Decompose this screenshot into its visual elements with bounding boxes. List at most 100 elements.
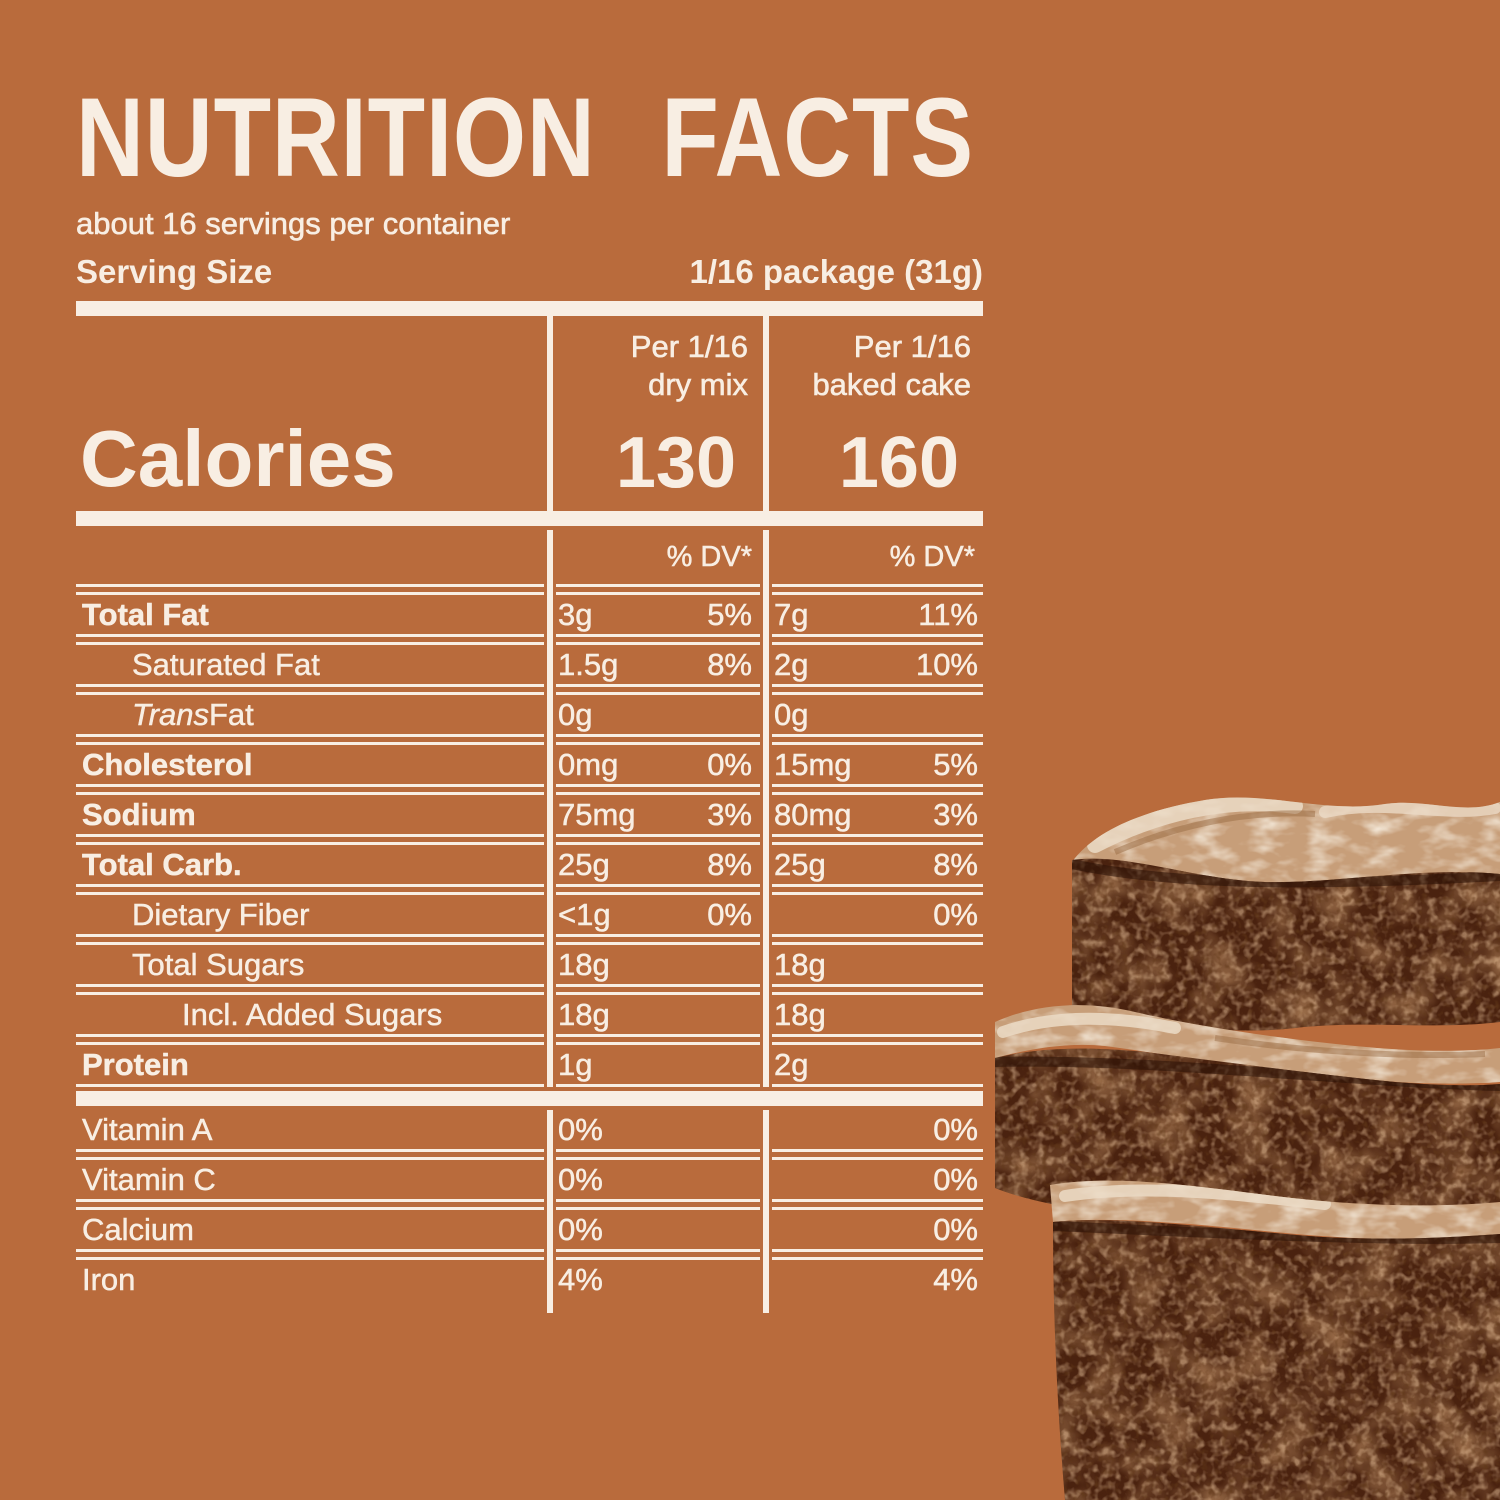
dry-mix-dv: 4% (556, 1257, 760, 1299)
micronutrient-row: Iron 4% 4% (76, 1257, 983, 1299)
calories-row: Calories 130 160 (76, 419, 983, 511)
dry-mix-amount: 1g (558, 1046, 593, 1082)
dry-mix-value-cell: 0mg 0% (556, 742, 760, 787)
baked-cake-dv: 4% (772, 1257, 983, 1299)
micronutrient-label: Vitamin A (76, 1110, 544, 1152)
nutrient-label: Total Fat (76, 592, 544, 637)
baked-cake-dv: 3% (933, 796, 978, 832)
dry-mix-value-cell: 25g 8% (556, 842, 760, 887)
baked-cake-value-cell: 15mg 5% (772, 742, 983, 787)
servings-per-container-text: about 16 servings per container (76, 206, 511, 242)
nutrient-label: Saturated Fat (76, 642, 544, 687)
baked-cake-amount: 7g (774, 596, 809, 632)
baked-cake-dv: 0% (772, 1207, 983, 1252)
calories-baked-cake-value: 160 (838, 423, 959, 503)
calories-dry-mix-value: 130 (615, 423, 736, 503)
baked-cake-dv: 10% (915, 646, 979, 682)
dry-mix-dv: 5% (707, 596, 752, 632)
nutrition-facts-content: NUTRITION FACTS about 16 servings per co… (76, 82, 983, 1313)
baked-cake-amount: 0g (774, 696, 809, 732)
dry-mix-value-cell: 75mg 3% (556, 792, 760, 837)
dry-mix-amount: 18g (558, 996, 610, 1032)
dry-mix-value-cell: 18g (556, 942, 760, 987)
dry-mix-value-cell: 0g (556, 692, 760, 737)
nutrient-row: Protein 1g 2g (76, 1042, 983, 1087)
dry-mix-dv: 8% (707, 646, 752, 682)
dry-mix-value-cell: <1g 0% (556, 892, 760, 937)
baked-cake-amount: 2g (774, 646, 809, 682)
baked-cake-amount: 18g (774, 946, 826, 982)
micronutrient-label: Iron (76, 1257, 544, 1299)
nutrient-label: Sodium (76, 792, 544, 837)
nutrient-row: Total Fat 3g 5% 7g 11% (76, 592, 983, 637)
baked-cake-amount: 2g (774, 1046, 809, 1082)
dry-mix-amount: 18g (558, 946, 610, 982)
baked-cake-amount: 18g (774, 996, 826, 1032)
dry-mix-amount: <1g (558, 896, 611, 932)
thick-rule-bottom (76, 1091, 983, 1106)
column-divider-line (763, 1110, 769, 1313)
baked-cake-value-cell: 0% (772, 892, 983, 937)
nutrient-rows: Total Fat 3g 5% 7g 11% Saturated Fat 1.5g 8% 2g 1… (76, 592, 983, 1087)
baked-cake-value-cell: 18g (772, 942, 983, 987)
nutrient-row: Trans Fat 0g 0g (76, 692, 983, 737)
dry-mix-amount: 25g (558, 846, 610, 882)
baked-cake-amount: 25g (774, 846, 826, 882)
brownie-stack-image (995, 797, 1500, 1500)
dv-header-dry-mix: % DV* (556, 530, 760, 587)
serving-size-label: Serving Size (76, 253, 273, 290)
column-divider-line (547, 530, 553, 1087)
nutrient-row: Incl. Added Sugars 18g 18g (76, 992, 983, 1037)
nutrient-label: Total Carb. (76, 842, 544, 887)
dry-mix-amount: 0mg (558, 746, 619, 782)
baked-cake-dv: 5% (933, 746, 978, 782)
baked-cake-value-cell: 2g (772, 1042, 983, 1087)
baked-cake-amount: 15mg (774, 746, 852, 782)
dry-mix-value-cell: 1.5g 8% (556, 642, 760, 687)
dry-mix-dv: 0% (556, 1157, 760, 1202)
nutrient-label: Incl. Added Sugars (76, 992, 544, 1037)
serving-size-row: Serving Size 1/16 package (31g) (76, 252, 983, 292)
micronutrient-row: Vitamin C 0% 0% (76, 1157, 983, 1202)
nutrient-label: Total Sugars (76, 942, 544, 987)
dry-mix-dv: 0% (707, 746, 752, 782)
baked-cake-dv: 0% (772, 1110, 983, 1152)
dry-mix-value-cell: 1g (556, 1042, 760, 1087)
baked-cake-value-cell: 18g (772, 992, 983, 1037)
baked-cake-value-cell: 2g 10% (772, 642, 983, 687)
nutrient-row: Total Carb. 25g 8% 25g 8% (76, 842, 983, 887)
dry-mix-amount: 1.5g (558, 646, 619, 682)
baked-cake-value-cell: 0g (772, 692, 983, 737)
calories-section: Per 1/16 dry mix Per 1/16 baked cake Cal… (76, 316, 983, 511)
dry-mix-value-cell: 18g (556, 992, 760, 1037)
baked-cake-amount: 80mg (774, 796, 852, 832)
nutrient-label: Dietary Fiber (76, 892, 544, 937)
column-divider-line (763, 530, 769, 1087)
dv-header-baked-cake: % DV* (772, 530, 983, 587)
baked-cake-value-cell: 25g 8% (772, 842, 983, 887)
dry-mix-dv: 0% (707, 896, 752, 932)
nutrient-row: Total Sugars 18g 18g (76, 942, 983, 987)
dv-header-row: % DV* % DV* (76, 530, 983, 587)
dry-mix-value-cell: 3g 5% (556, 592, 760, 637)
column-header-dry-mix: Per 1/16 dry mix (630, 329, 748, 403)
nutrient-label: Protein (76, 1042, 544, 1087)
dry-mix-dv: 8% (707, 846, 752, 882)
column-header-baked-cake: Per 1/16 baked cake (812, 329, 971, 403)
nutrient-row: Dietary Fiber <1g 0% 0% (76, 892, 983, 937)
column-header-row: Per 1/16 dry mix Per 1/16 baked cake (76, 316, 983, 404)
micronutrient-row: Calcium 0% 0% (76, 1207, 983, 1252)
baked-cake-dv: 0% (772, 1157, 983, 1202)
dry-mix-dv: 0% (556, 1110, 760, 1152)
baked-cake-dv: 0% (933, 896, 978, 932)
dry-mix-amount: 75mg (558, 796, 636, 832)
dry-mix-dv: 3% (707, 796, 752, 832)
calories-label: Calories (80, 414, 396, 503)
dry-mix-amount: 0g (558, 696, 593, 732)
micro-rows: Vitamin A 0% 0% Vitamin C 0% 0% Calcium 0% 0% Iro… (76, 1110, 983, 1299)
micronutrient-table: Vitamin A 0% 0% Vitamin C 0% 0% Calcium 0% 0% Iro… (76, 1110, 983, 1313)
dry-mix-dv: 0% (556, 1207, 760, 1252)
micronutrient-row: Vitamin A 0% 0% (76, 1110, 983, 1152)
nutrient-label: Cholesterol (76, 742, 544, 787)
